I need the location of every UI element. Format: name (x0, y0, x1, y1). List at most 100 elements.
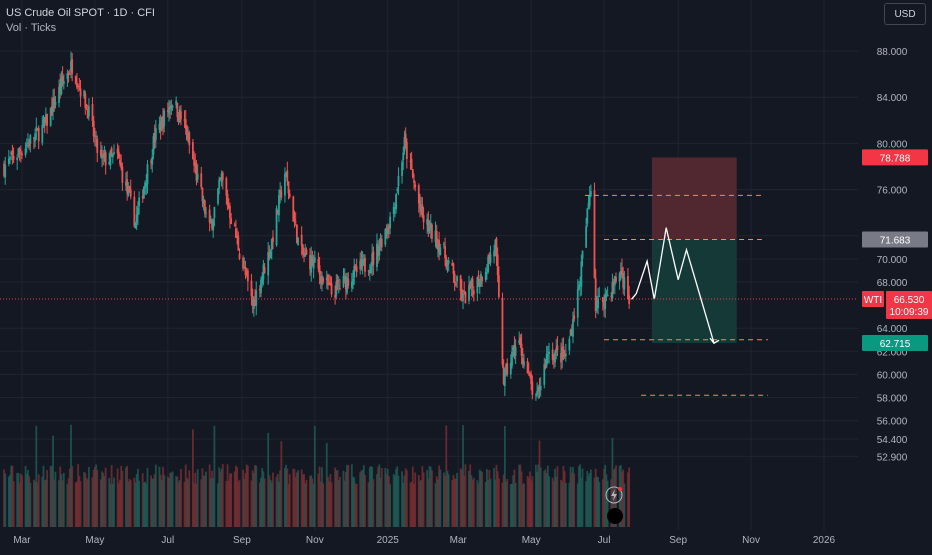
volume-bar (12, 481, 15, 527)
candle-body (211, 219, 213, 229)
volume-bar (385, 474, 388, 527)
volume-indicator-label[interactable]: Vol · Ticks (6, 22, 57, 34)
time-axis[interactable]: Mar May Jul Sep Nov 2025 Mar May Jul Sep Nov 2026 (13, 535, 835, 546)
candle-body (238, 253, 241, 259)
volume-bar (267, 432, 270, 527)
volume-bar (512, 475, 515, 527)
candle-body (361, 258, 364, 266)
price-axis[interactable]: 88.00084.00080.00076.00072.00070.00068.0… (858, 0, 932, 550)
candle-body (481, 276, 484, 282)
volume-bar (46, 470, 48, 527)
symbol-title[interactable]: US Crude Oil SPOT · 1D · CFI (6, 7, 155, 19)
volume-bar (61, 480, 64, 527)
candle-body (378, 246, 381, 256)
candle-body (196, 173, 199, 180)
time-tick-label: May (85, 535, 104, 546)
volume-bar (397, 475, 400, 527)
volume-bar (49, 465, 52, 527)
dashed-level-lines[interactable] (584, 194, 768, 396)
volume-bar (35, 425, 38, 527)
volume-bar (52, 435, 54, 527)
risk-reward-zones[interactable] (651, 157, 737, 344)
candle-body (313, 257, 316, 263)
volume-bar (85, 477, 88, 527)
volume-bar (168, 478, 170, 527)
candle-body (91, 104, 94, 121)
candle-body (61, 76, 64, 82)
candle-body (389, 216, 392, 229)
volume-bar (153, 474, 156, 527)
projection-path[interactable] (631, 227, 720, 345)
candle-body (603, 301, 605, 307)
volume-bar (93, 467, 96, 527)
volume-bar (601, 479, 604, 527)
volume-bar (593, 477, 596, 527)
volume-bar (117, 483, 120, 527)
chart-legend[interactable]: US Crude Oil SPOT · 1D · CFI Vol · Ticks (6, 6, 155, 36)
candle-body (127, 189, 130, 196)
candle-body (11, 150, 14, 155)
candle-body (74, 76, 77, 84)
candle-body (52, 99, 54, 113)
candle-body (263, 267, 266, 274)
candle-body (453, 273, 456, 283)
candle-body (339, 287, 341, 289)
candle-body (43, 117, 46, 124)
volume-bar (218, 467, 221, 527)
volume-bar (53, 479, 56, 527)
volume-bar (367, 482, 370, 527)
candle-body (488, 254, 491, 261)
volume-bar (203, 475, 206, 527)
alert-icon[interactable] (605, 486, 623, 504)
volume-bar (171, 471, 174, 527)
volume-bar (104, 467, 107, 527)
volume-bar (464, 464, 467, 527)
marker-dot-icon[interactable] (607, 508, 623, 524)
candle-body (573, 315, 576, 320)
volume-bar (78, 475, 81, 527)
candle-body (536, 390, 539, 395)
candle-body (111, 154, 114, 158)
volume-bar (452, 474, 455, 527)
candle-body (113, 152, 115, 154)
candle-body (245, 272, 248, 274)
volume-bar (576, 483, 579, 527)
currency-button[interactable]: USD (884, 3, 926, 25)
volume-bar (178, 480, 181, 527)
candle-body (622, 272, 625, 288)
candle-body (146, 164, 149, 185)
candle-body (53, 97, 56, 108)
volume-bar (58, 480, 60, 527)
volume-bar (180, 468, 182, 527)
candle-body (554, 352, 556, 363)
candle-body (585, 226, 588, 248)
volume-bar (518, 464, 521, 527)
candle-body (19, 152, 22, 154)
volume-bar (468, 471, 470, 527)
volume-bar (618, 465, 621, 527)
volume-bar (91, 477, 94, 527)
volume-bar (4, 473, 7, 527)
volume-bar (321, 467, 323, 527)
candle-body (160, 116, 163, 129)
candle-body (84, 93, 87, 109)
volume-bar (125, 467, 127, 527)
candle-body (235, 228, 237, 238)
volume-bar (409, 482, 412, 527)
volume-bar (521, 484, 524, 527)
volume-bar (484, 481, 487, 527)
volume-bar (170, 472, 173, 527)
candle-body (120, 162, 123, 168)
candle-body (187, 134, 190, 138)
volume-bar (121, 470, 124, 527)
volume-bar (242, 469, 244, 527)
volume-bar (605, 474, 608, 527)
candle-body (272, 237, 274, 243)
candle-body (601, 297, 604, 303)
volume-bar (138, 480, 141, 527)
candle-body (203, 200, 206, 214)
candle-body (286, 170, 289, 182)
volume-bar (96, 469, 99, 527)
